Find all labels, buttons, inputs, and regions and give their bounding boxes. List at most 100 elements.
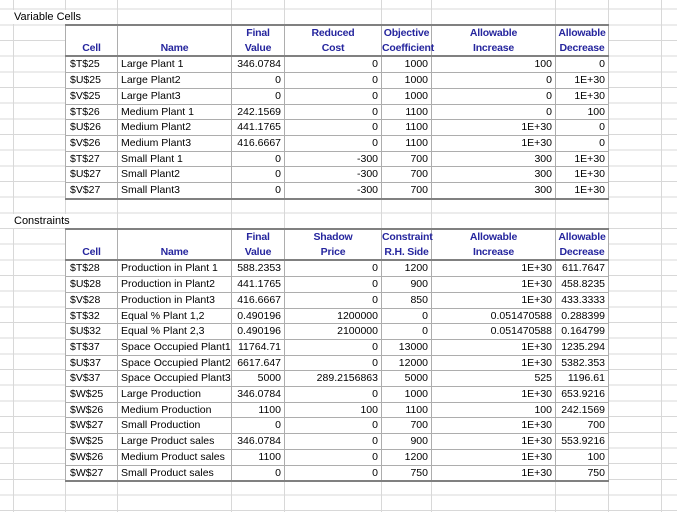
column-header-name[interactable]: Name: [117, 244, 232, 262]
allowable-increase[interactable]: 1E+30: [431, 119, 556, 136]
variable-name[interactable]: Large Plant2: [117, 72, 232, 89]
cell-ref[interactable]: $T$26: [65, 103, 118, 121]
constraint-rhs[interactable]: 13000: [381, 338, 432, 356]
allowable-decrease[interactable]: 1E+30: [555, 87, 609, 105]
final-value[interactable]: 0.490196: [231, 307, 285, 325]
cell-ref[interactable]: $U$28: [65, 276, 118, 293]
allowable-decrease[interactable]: 1196.61: [555, 370, 609, 388]
column-header-cell[interactable]: Cell: [65, 40, 118, 58]
constraint-rhs[interactable]: 0: [381, 307, 432, 325]
constraint-name[interactable]: Small Production: [117, 417, 232, 435]
constraint-rhs[interactable]: 12000: [381, 354, 432, 372]
objective-coefficient[interactable]: 1000: [381, 55, 432, 74]
cell-ref[interactable]: $U$27: [65, 166, 118, 184]
shadow-price[interactable]: 0: [284, 354, 382, 372]
constraint-rhs[interactable]: 700: [381, 417, 432, 435]
allowable-increase[interactable]: 1E+30: [431, 417, 556, 435]
constraint-rhs[interactable]: 900: [381, 276, 432, 293]
column-header-increase[interactable]: Increase: [431, 40, 556, 58]
final-value[interactable]: 441.1765: [231, 119, 285, 136]
constraint-rhs[interactable]: 1100: [381, 401, 432, 419]
constraint-name[interactable]: Large Production: [117, 386, 232, 403]
final-value[interactable]: 416.6667: [231, 134, 285, 152]
final-value[interactable]: 242.1569: [231, 103, 285, 121]
reduced-cost[interactable]: 0: [284, 87, 382, 105]
cell-ref[interactable]: $W$25: [65, 433, 118, 450]
column-header[interactable]: [117, 25, 232, 41]
constraint-name[interactable]: Large Product sales: [117, 433, 232, 450]
objective-coefficient[interactable]: 1100: [381, 134, 432, 152]
cell-ref[interactable]: $V$37: [65, 370, 118, 388]
reduced-cost[interactable]: 0: [284, 119, 382, 136]
allowable-decrease[interactable]: 0: [555, 55, 609, 74]
allowable-increase[interactable]: 1E+30: [431, 464, 556, 482]
column-header[interactable]: Objective: [381, 25, 432, 41]
constraint-rhs[interactable]: 750: [381, 464, 432, 482]
cell-ref[interactable]: $W$27: [65, 464, 118, 482]
constraint-rhs[interactable]: 1200: [381, 448, 432, 466]
allowable-decrease[interactable]: 0: [555, 119, 609, 136]
allowable-decrease[interactable]: 1E+30: [555, 182, 609, 200]
cell-ref[interactable]: $V$25: [65, 87, 118, 105]
shadow-price[interactable]: 2100000: [284, 323, 382, 340]
cell-ref[interactable]: $W$26: [65, 401, 118, 419]
allowable-increase[interactable]: 1E+30: [431, 134, 556, 152]
allowable-increase[interactable]: 0.051470588: [431, 323, 556, 340]
allowable-increase[interactable]: 300: [431, 182, 556, 200]
constraint-name[interactable]: Production in Plant 1: [117, 259, 232, 278]
column-header[interactable]: [65, 229, 118, 245]
allowable-increase[interactable]: 1E+30: [431, 448, 556, 466]
allowable-increase[interactable]: 300: [431, 166, 556, 184]
shadow-price[interactable]: 0: [284, 464, 382, 482]
constraint-name[interactable]: Medium Product sales: [117, 448, 232, 466]
column-header[interactable]: Shadow: [284, 229, 382, 245]
column-header-rhs[interactable]: R.H. Side: [381, 244, 432, 262]
final-value[interactable]: 1100: [231, 401, 285, 419]
column-header-decrease[interactable]: Decrease: [555, 40, 609, 58]
final-value[interactable]: 1100: [231, 448, 285, 466]
allowable-increase[interactable]: 0: [431, 103, 556, 121]
cell-ref[interactable]: $U$26: [65, 119, 118, 136]
shadow-price[interactable]: 0: [284, 386, 382, 403]
allowable-increase[interactable]: 0: [431, 72, 556, 89]
column-header[interactable]: Allowable: [431, 229, 556, 245]
shadow-price[interactable]: 100: [284, 401, 382, 419]
objective-coefficient[interactable]: 700: [381, 150, 432, 168]
cell-ref[interactable]: $V$27: [65, 182, 118, 200]
final-value[interactable]: 0: [231, 150, 285, 168]
constraint-name[interactable]: Production in Plant3: [117, 291, 232, 309]
variable-name[interactable]: Large Plant 1: [117, 55, 232, 74]
allowable-decrease[interactable]: 5382.353: [555, 354, 609, 372]
cell-ref[interactable]: $V$28: [65, 291, 118, 309]
cell-ref[interactable]: $W$25: [65, 386, 118, 403]
variable-name[interactable]: Medium Plant 1: [117, 103, 232, 121]
final-value[interactable]: 0: [231, 182, 285, 200]
final-value[interactable]: 0: [231, 87, 285, 105]
cell-ref[interactable]: $W$27: [65, 417, 118, 435]
shadow-price[interactable]: 0: [284, 433, 382, 450]
allowable-decrease[interactable]: 0: [555, 134, 609, 152]
reduced-cost[interactable]: 0: [284, 72, 382, 89]
allowable-decrease[interactable]: 553.9216: [555, 433, 609, 450]
column-header[interactable]: Allowable: [431, 25, 556, 41]
column-header-coefficient[interactable]: Coefficient: [381, 40, 434, 58]
allowable-increase[interactable]: 300: [431, 150, 556, 168]
allowable-decrease[interactable]: 750: [555, 464, 609, 482]
column-header-price[interactable]: Price: [284, 244, 382, 262]
variable-name[interactable]: Large Plant3: [117, 87, 232, 105]
final-value[interactable]: 346.0784: [231, 433, 285, 450]
column-header[interactable]: Reduced: [284, 25, 382, 41]
reduced-cost[interactable]: -300: [284, 182, 382, 200]
cell-ref[interactable]: $U$32: [65, 323, 118, 340]
shadow-price[interactable]: 0: [284, 291, 382, 309]
objective-coefficient[interactable]: 1000: [381, 87, 432, 105]
constraint-name[interactable]: Equal % Plant 2,3: [117, 323, 232, 340]
column-header[interactable]: Allowable: [555, 25, 609, 41]
constraint-name[interactable]: Space Occupied Plant2: [117, 354, 232, 372]
column-header[interactable]: Final: [231, 25, 285, 41]
column-header[interactable]: [117, 229, 232, 245]
cell-ref[interactable]: $U$25: [65, 72, 118, 89]
objective-coefficient[interactable]: 700: [381, 182, 432, 200]
constraint-name[interactable]: Equal % Plant 1,2: [117, 307, 232, 325]
allowable-increase[interactable]: 1E+30: [431, 276, 556, 293]
